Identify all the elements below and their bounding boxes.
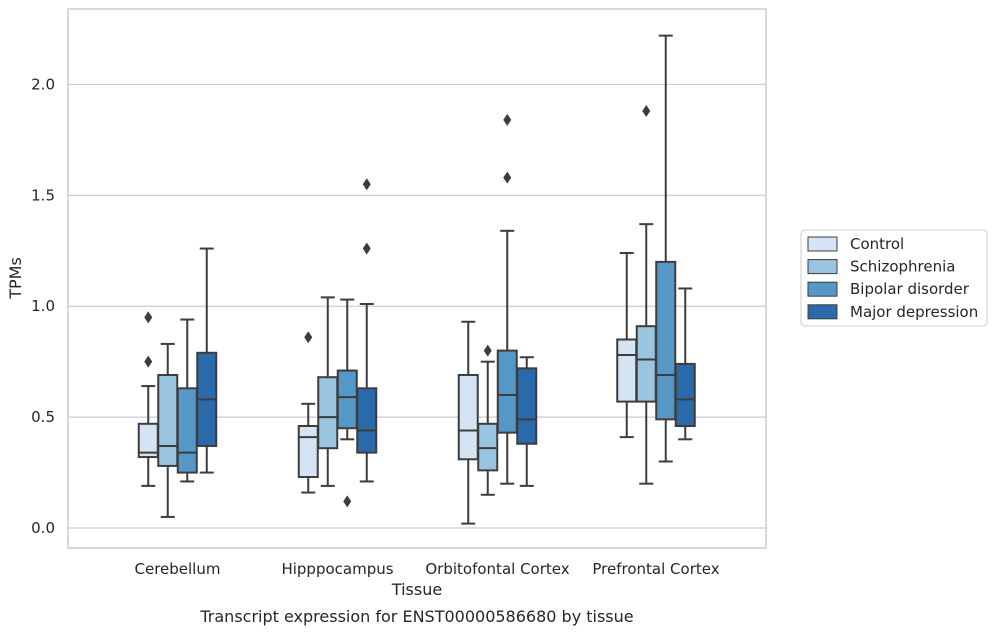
x-tick-label: Prefrontal Cortex [592,560,719,578]
box-iqr [157,373,179,467]
box-plot [457,320,479,525]
box-iqr [616,338,638,403]
box-plot [655,34,677,463]
box-iqr [176,387,198,474]
box-plot [616,251,638,439]
box-plot [196,247,218,474]
box-iqr [477,422,499,472]
box-plot [157,342,179,518]
box-plot [176,318,198,483]
box-iqr [635,325,657,403]
outlier-point [362,242,371,255]
box-plot [674,287,696,441]
x-tick-label: Orbitofontal Cortex [425,560,569,578]
legend-swatch [807,281,838,297]
outlier-point [503,113,512,126]
outlier-point [304,331,313,344]
legend-swatch [807,304,838,320]
x-axis-title: Tissue [391,580,442,599]
outlier-point [362,178,371,191]
outlier-point [503,171,512,184]
y-tick-label: 1.0 [31,297,55,315]
box-plot [477,344,499,496]
y-tick-labels: 0.0 0.5 1.0 1.5 2.0 [31,75,55,537]
legend-label: Control [850,235,904,253]
legend-swatch [807,259,838,275]
legend-label: Bipolar disorder [850,280,970,298]
outlier-point [642,105,651,118]
outlier-point [343,495,352,508]
box-iqr [516,367,538,445]
legend: Control Schizophrenia Bipolar disorder Majo… [800,229,988,327]
legend-label: Major depression [850,303,978,321]
x-tick-label: Cerebellum [135,560,221,578]
box-plot [317,296,339,487]
plot-frame [67,8,767,549]
y-tick-label: 2.0 [31,75,55,93]
box-iqr [356,387,378,454]
box-iqr [317,376,339,450]
legend-label: Schizophrenia [850,258,955,276]
outlier-point [144,355,153,368]
box-iqr [297,425,319,479]
outlier-point [483,344,492,357]
outlier-point [144,311,153,324]
x-tick-labels: Cerebellum Hipppocampus Orbitofontal Corte… [135,560,720,578]
box-iqr [655,260,677,421]
y-tick-label: 0.5 [31,408,55,426]
box-plot [137,311,159,487]
box-iqr [336,369,358,430]
box-groups [137,34,696,525]
figure-caption: Transcript expression for ENST0000058668… [199,607,633,626]
x-tick-label: Hipppocampus [281,560,393,578]
box-plot [356,178,378,483]
box-plot [516,356,538,487]
legend-swatch [807,236,838,252]
box-plot [297,331,319,494]
y-tick-label: 1.5 [31,186,55,204]
y-tick-label: 0.0 [31,519,55,537]
box-iqr [457,373,479,461]
y-axis-title: TPMs [6,257,25,300]
box-iqr [496,349,518,434]
legend-frame [800,229,988,327]
box-iqr [674,362,696,428]
